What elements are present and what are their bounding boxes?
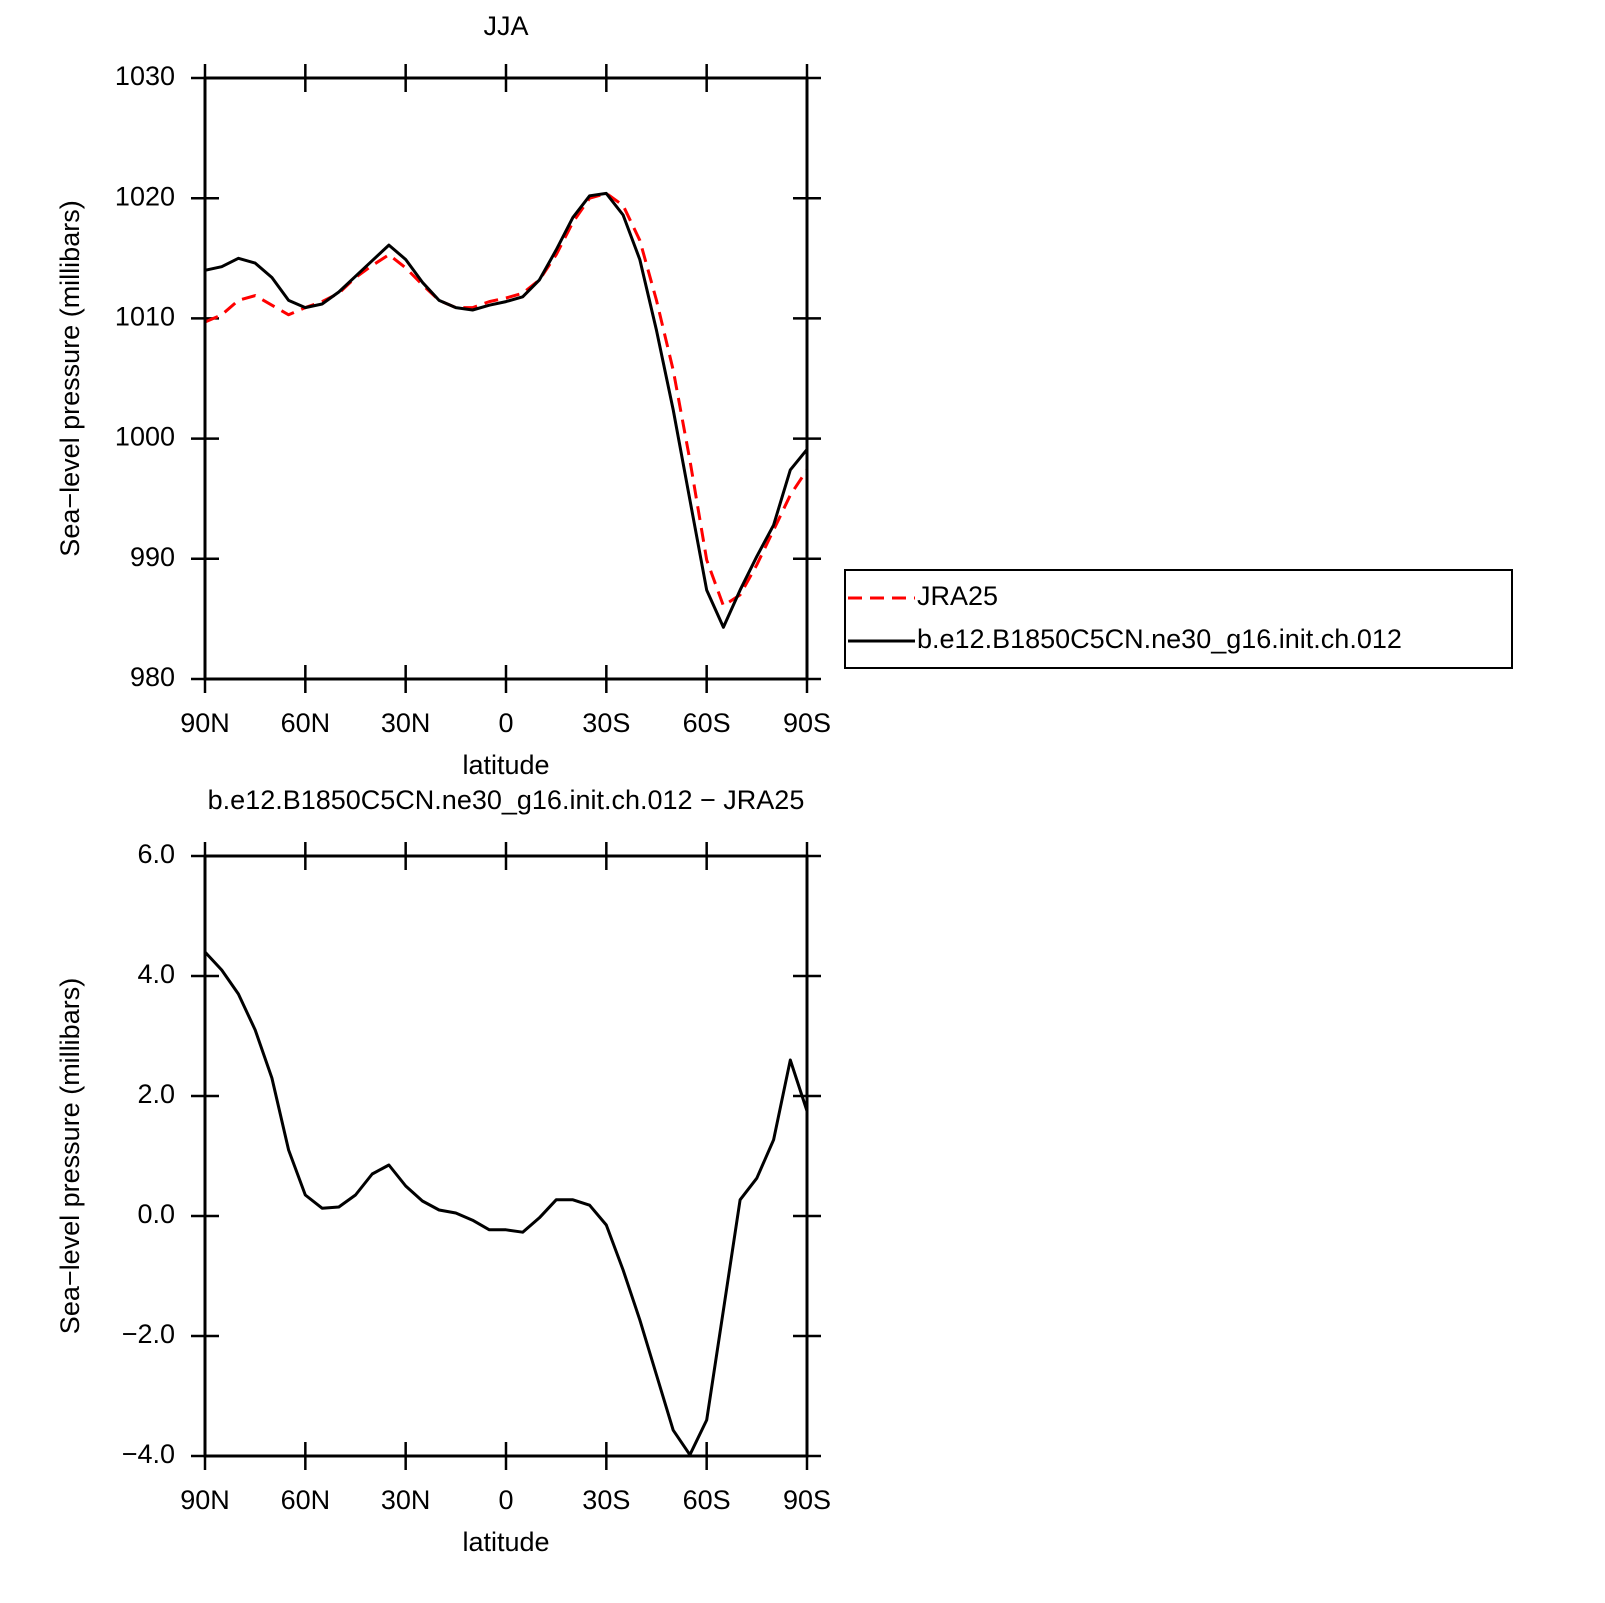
x-tick-label: 30S <box>582 1485 630 1515</box>
x-tick-label: 30N <box>381 708 431 738</box>
x-tick-label: 60S <box>683 1485 731 1515</box>
x-axis-label: latitude <box>462 750 549 780</box>
y-tick-label: 6.0 <box>137 839 175 869</box>
y-tick-label: 1030 <box>115 61 175 91</box>
legend-label: b.e12.B1850C5CN.ne30_g16.init.ch.012 <box>917 624 1402 654</box>
x-tick-label: 0 <box>498 708 513 738</box>
data-line <box>204 191 809 629</box>
y-tick-label: 2.0 <box>137 1079 175 1109</box>
x-tick-label: 30S <box>582 708 630 738</box>
y-tick-label: 1020 <box>115 181 175 211</box>
legend-label: JRA25 <box>917 581 998 611</box>
y-tick-label: 980 <box>130 662 175 692</box>
y-tick-label: 1000 <box>115 422 175 452</box>
y-tick-label: 990 <box>130 542 175 572</box>
x-tick-label: 60N <box>281 708 331 738</box>
y-axis-label: Sea−level pressure (millibars) <box>55 978 85 1334</box>
x-tick-label: 90N <box>180 708 230 738</box>
x-tick-label: 90S <box>783 1485 831 1515</box>
x-tick-label: 90S <box>783 708 831 738</box>
chart-title: JJA <box>483 11 528 41</box>
x-tick-label: 60N <box>281 1485 331 1515</box>
plot-frame <box>203 76 809 681</box>
legend-box <box>844 569 1513 669</box>
data-line <box>204 191 809 608</box>
x-tick-label: 0 <box>498 1485 513 1515</box>
plot-frame <box>203 854 809 1458</box>
y-tick-label: 0.0 <box>137 1199 175 1229</box>
y-tick-label: −4.0 <box>122 1439 175 1469</box>
y-tick-label: −2.0 <box>122 1319 175 1349</box>
x-tick-label: 60S <box>683 708 731 738</box>
x-tick-label: 90N <box>180 1485 230 1515</box>
x-tick-label: 30N <box>381 1485 431 1515</box>
x-axis-label: latitude <box>462 1527 549 1557</box>
y-tick-label: 1010 <box>115 302 175 332</box>
chart-title: b.e12.B1850C5CN.ne30_g16.init.ch.012 − J… <box>208 785 805 815</box>
y-axis-label: Sea−level pressure (millibars) <box>55 200 85 556</box>
data-line <box>203 950 809 1457</box>
y-tick-label: 4.0 <box>137 959 175 989</box>
